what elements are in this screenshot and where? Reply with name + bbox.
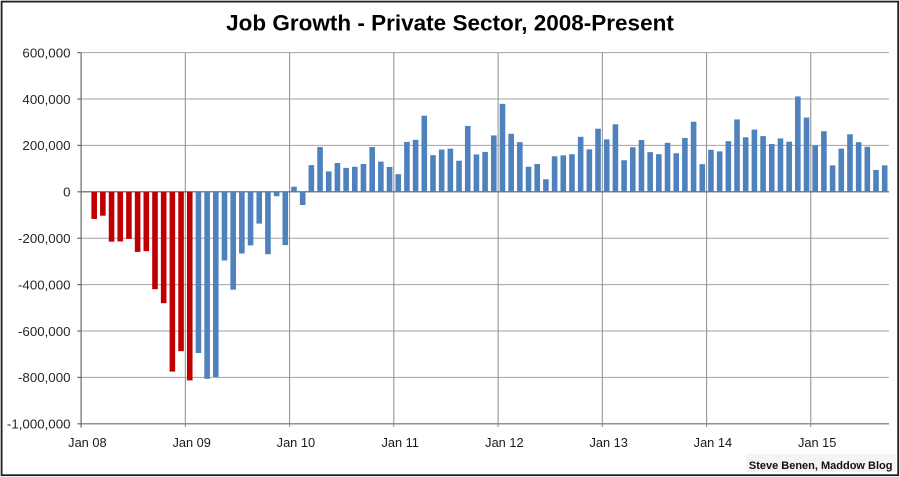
svg-text:-400,000: -400,000 — [18, 277, 71, 292]
svg-text:-600,000: -600,000 — [18, 324, 71, 339]
svg-text:Jan 13: Jan 13 — [589, 435, 627, 450]
svg-text:Jan 10: Jan 10 — [277, 435, 315, 450]
svg-text:Jan 15: Jan 15 — [798, 435, 836, 450]
svg-text:Jan 08: Jan 08 — [68, 435, 106, 450]
svg-text:Job Growth - Private Sector, 2: Job Growth - Private Sector, 2008-Presen… — [226, 11, 674, 36]
svg-text:-1,000,000: -1,000,000 — [7, 417, 71, 432]
svg-text:Jan 12: Jan 12 — [485, 435, 523, 450]
svg-text:Jan 14: Jan 14 — [694, 435, 732, 450]
svg-text:Steve Benen, Maddow Blog: Steve Benen, Maddow Blog — [749, 460, 893, 472]
svg-text:Jan 11: Jan 11 — [381, 435, 418, 450]
svg-text:Jan 09: Jan 09 — [172, 435, 210, 450]
svg-text:400,000: 400,000 — [22, 92, 70, 107]
svg-text:200,000: 200,000 — [22, 138, 70, 153]
svg-text:0: 0 — [63, 185, 70, 200]
svg-text:-800,000: -800,000 — [18, 370, 71, 385]
svg-text:600,000: 600,000 — [22, 45, 70, 60]
svg-text:-200,000: -200,000 — [18, 231, 71, 246]
